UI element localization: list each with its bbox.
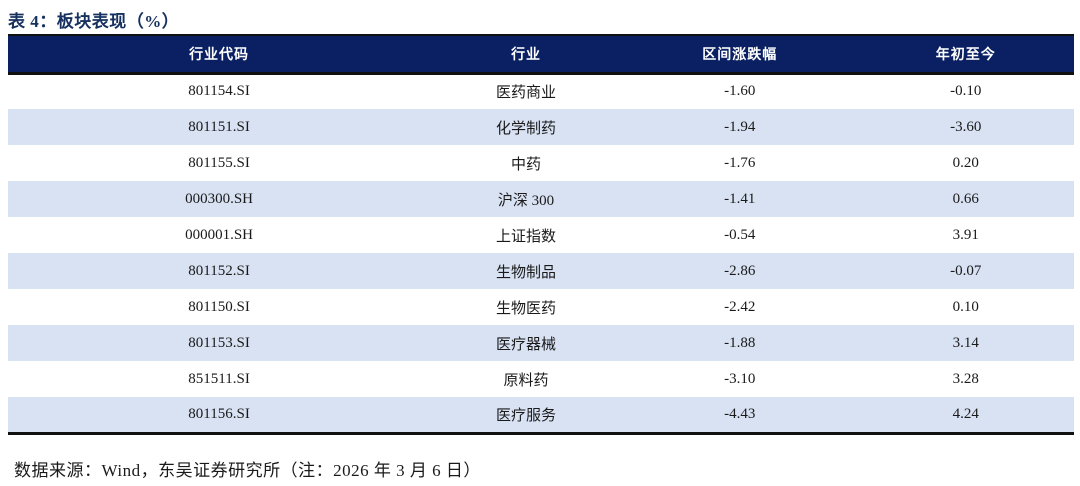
table-row: 801152.SI 生物制品 -2.86 -0.07 <box>8 253 1074 289</box>
table-cell: 3.28 <box>952 370 979 387</box>
table-cell: -3.60 <box>950 118 982 135</box>
table-cell: 生物医药 <box>496 300 557 317</box>
table-body: 801154.SI 医药商业 -1.60 -0.10 801151.SI 化学制药 -1.9… <box>8 73 1074 435</box>
table-cell: 医药商业 <box>496 85 557 102</box>
table-cell: -1.94 <box>724 118 756 135</box>
table-row: 801150.SI 生物医药 -2.42 0.10 <box>8 289 1074 325</box>
table-caption: 表 4：板块表现（%） <box>8 12 180 31</box>
table-cell: -4.43 <box>622 397 858 435</box>
table-cell: 中药 <box>511 156 542 173</box>
table-cell: 3.91 <box>952 226 979 243</box>
column-header: 区间涨跌幅 <box>622 34 858 75</box>
table-cell: 0.66 <box>952 190 979 207</box>
table-row: 801156.SI 医疗服务 -4.43 4.24 <box>8 397 1074 435</box>
table-cell: -3.10 <box>724 370 756 387</box>
table-cell: 生物制品 <box>496 264 557 281</box>
table-cell: 000300.SH <box>185 190 254 207</box>
table-cell: 3.14 <box>952 334 979 351</box>
table-cell: -1.41 <box>724 190 756 207</box>
table-cell: 原料药 <box>503 372 549 389</box>
table-cell: 化学制药 <box>496 120 557 137</box>
table-row: 801153.SI 医疗器械 -1.88 3.14 <box>8 325 1074 361</box>
table-cell: 上证指数 <box>496 228 557 245</box>
table-row: 000001.SH 上证指数 -0.54 3.91 <box>8 217 1074 253</box>
table-cell: -1.88 <box>724 334 756 351</box>
sector-performance-table: 行业代码 行业 区间涨跌幅 年初至今 801154.SI 医药商业 -1.60 -0.10 8… <box>8 34 1074 435</box>
table-cell: 801153.SI <box>188 334 250 351</box>
column-header: 行业 <box>430 34 622 75</box>
table-cell: -2.42 <box>724 298 756 315</box>
column-header: 行业代码 <box>8 34 431 75</box>
table-cell: 801150.SI <box>188 298 250 315</box>
table-cell: 801154.SI <box>188 83 250 100</box>
table-cell: 4.24 <box>857 397 1074 435</box>
table-cell: -1.76 <box>724 154 756 171</box>
table-cell: 000001.SH <box>185 226 254 243</box>
table-row: 801155.SI 中药 -1.76 0.20 <box>8 145 1074 181</box>
table-cell: 801155.SI <box>188 154 250 171</box>
table-cell: 851511.SI <box>188 370 250 387</box>
table-cell: -0.10 <box>950 83 982 100</box>
table-header: 行业代码 行业 区间涨跌幅 年初至今 <box>8 34 1074 75</box>
table-row: 801154.SI 医药商业 -1.60 -0.10 <box>8 73 1074 109</box>
table-cell: 801151.SI <box>188 118 250 135</box>
column-header: 年初至今 <box>857 34 1074 75</box>
table-cell: 医疗器械 <box>496 336 557 353</box>
table-cell: 医疗服务 <box>430 397 622 435</box>
table-row: 801151.SI 化学制药 -1.94 -3.60 <box>8 109 1074 145</box>
table-cell: 801152.SI <box>188 262 250 279</box>
table-header-row: 行业代码 行业 区间涨跌幅 年初至今 <box>8 34 1074 75</box>
table-cell: 0.20 <box>952 154 979 171</box>
data-source-note: 数据来源：Wind，东吴证券研究所（注：2026 年 3 月 6 日） <box>14 461 481 480</box>
table-cell: 0.10 <box>952 298 979 315</box>
table-cell: -0.07 <box>950 262 982 279</box>
table-cell: 沪深 300 <box>497 192 555 209</box>
table-cell: -2.86 <box>724 262 756 279</box>
table-row: 851511.SI 原料药 -3.10 3.28 <box>8 361 1074 397</box>
table-cell: 801156.SI <box>8 397 431 435</box>
table-cell: -1.60 <box>724 83 756 100</box>
table-row: 000300.SH 沪深 300 -1.41 0.66 <box>8 181 1074 217</box>
table-cell: -0.54 <box>724 226 756 243</box>
